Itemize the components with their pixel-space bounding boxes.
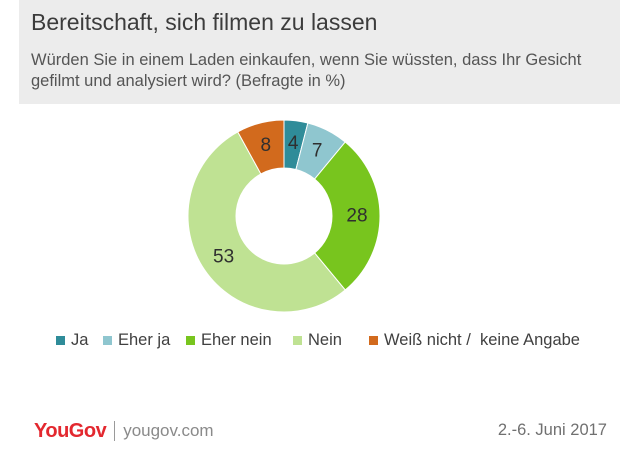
legend-swatch <box>56 335 65 345</box>
legend-item-eher-nein: Eher nein <box>186 328 272 352</box>
chart-subtitle: Würden Sie in einem Laden einkaufen, wen… <box>31 51 582 90</box>
donut-slice-nein <box>187 131 346 313</box>
legend-item-eher-ja: Eher ja <box>103 328 170 352</box>
legend-item-weiss-nicht: Weiß nicht / keine Angabe <box>369 328 580 352</box>
slice-value-weiss-nicht: 8 <box>261 135 272 156</box>
legend-label: Eher ja <box>118 330 171 349</box>
donut-chart: 4 7 28 53 8 <box>187 119 381 313</box>
legend-item-ja: Ja <box>56 328 88 352</box>
yougov-logo: YouGov yougov.com <box>34 418 214 444</box>
logo-url: yougov.com <box>123 421 214 440</box>
chart-header: Bereitschaft, sich filmen zu lassen Würd… <box>19 0 620 104</box>
logo-divider <box>114 421 116 441</box>
chart-legend: Ja Eher ja Eher nein Nein Weiß nicht / keine… <box>0 328 640 352</box>
survey-date: 2.-6. Juni 2017 <box>497 421 607 439</box>
legend-item-nein: Nein <box>293 328 342 352</box>
logo-wordmark: YouGov <box>34 419 107 442</box>
legend-swatch <box>103 335 112 345</box>
legend-swatch <box>293 335 302 345</box>
slice-value-eher-ja: 7 <box>312 140 323 161</box>
chart-title: Bereitschaft, sich filmen zu lassen <box>31 9 378 35</box>
legend-label: Nein <box>308 330 342 349</box>
legend-swatch <box>186 335 195 345</box>
slice-value-ja: 4 <box>288 133 299 154</box>
slice-value-eher-nein: 28 <box>346 206 367 227</box>
donut-slice-weiss-nicht <box>237 119 285 175</box>
legend-label: Weiß nicht / keine Angabe <box>384 330 580 349</box>
legend-label: Ja <box>71 330 89 349</box>
donut-slice-eher-nein <box>313 141 381 291</box>
legend-label: Eher nein <box>201 330 272 349</box>
legend-swatch <box>369 335 378 345</box>
slice-value-nein: 53 <box>213 247 234 268</box>
